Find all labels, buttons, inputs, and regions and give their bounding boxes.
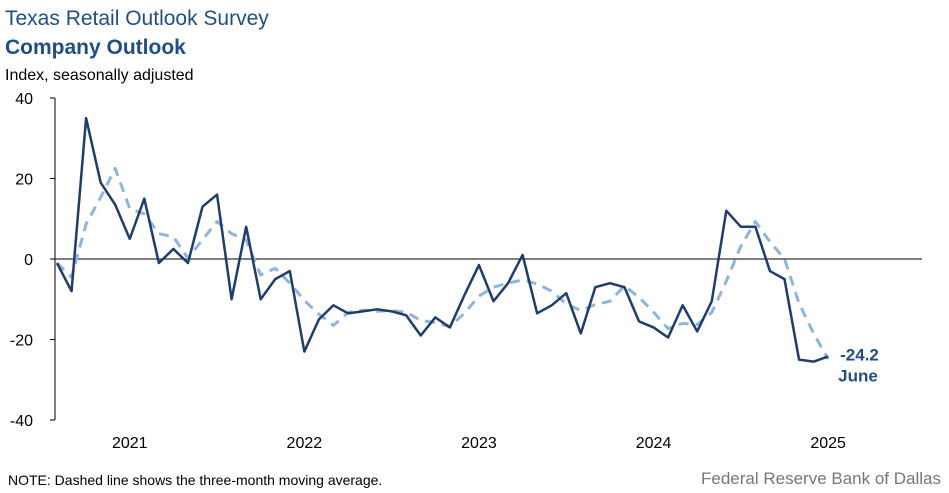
y-tick-label: 40	[15, 91, 33, 108]
value-label: -24.2	[840, 345, 879, 364]
x-tick-label: 2022	[287, 435, 323, 452]
y-tick-label: 20	[15, 172, 33, 189]
moving-average-line	[55, 166, 830, 360]
note: NOTE: Dashed line shows the three-month …	[8, 472, 382, 488]
y-tick-label: 0	[24, 252, 33, 269]
x-tick-label: 2025	[810, 435, 846, 452]
x-tick-label: 2021	[112, 435, 148, 452]
x-tick-label: 2023	[461, 435, 497, 452]
source: Federal Reserve Bank of Dallas	[701, 469, 941, 488]
y-axis-label: Index, seasonally adjusted	[5, 67, 194, 84]
chart-title: Texas Retail Outlook Survey	[5, 7, 269, 30]
x-tick-label: 2024	[636, 435, 672, 452]
chart-subtitle: Company Outlook	[5, 36, 186, 59]
data-line	[55, 116, 829, 363]
annotation: June	[838, 366, 878, 385]
y-tick-label: -40	[10, 413, 33, 430]
y-tick-label: -20	[10, 333, 33, 350]
